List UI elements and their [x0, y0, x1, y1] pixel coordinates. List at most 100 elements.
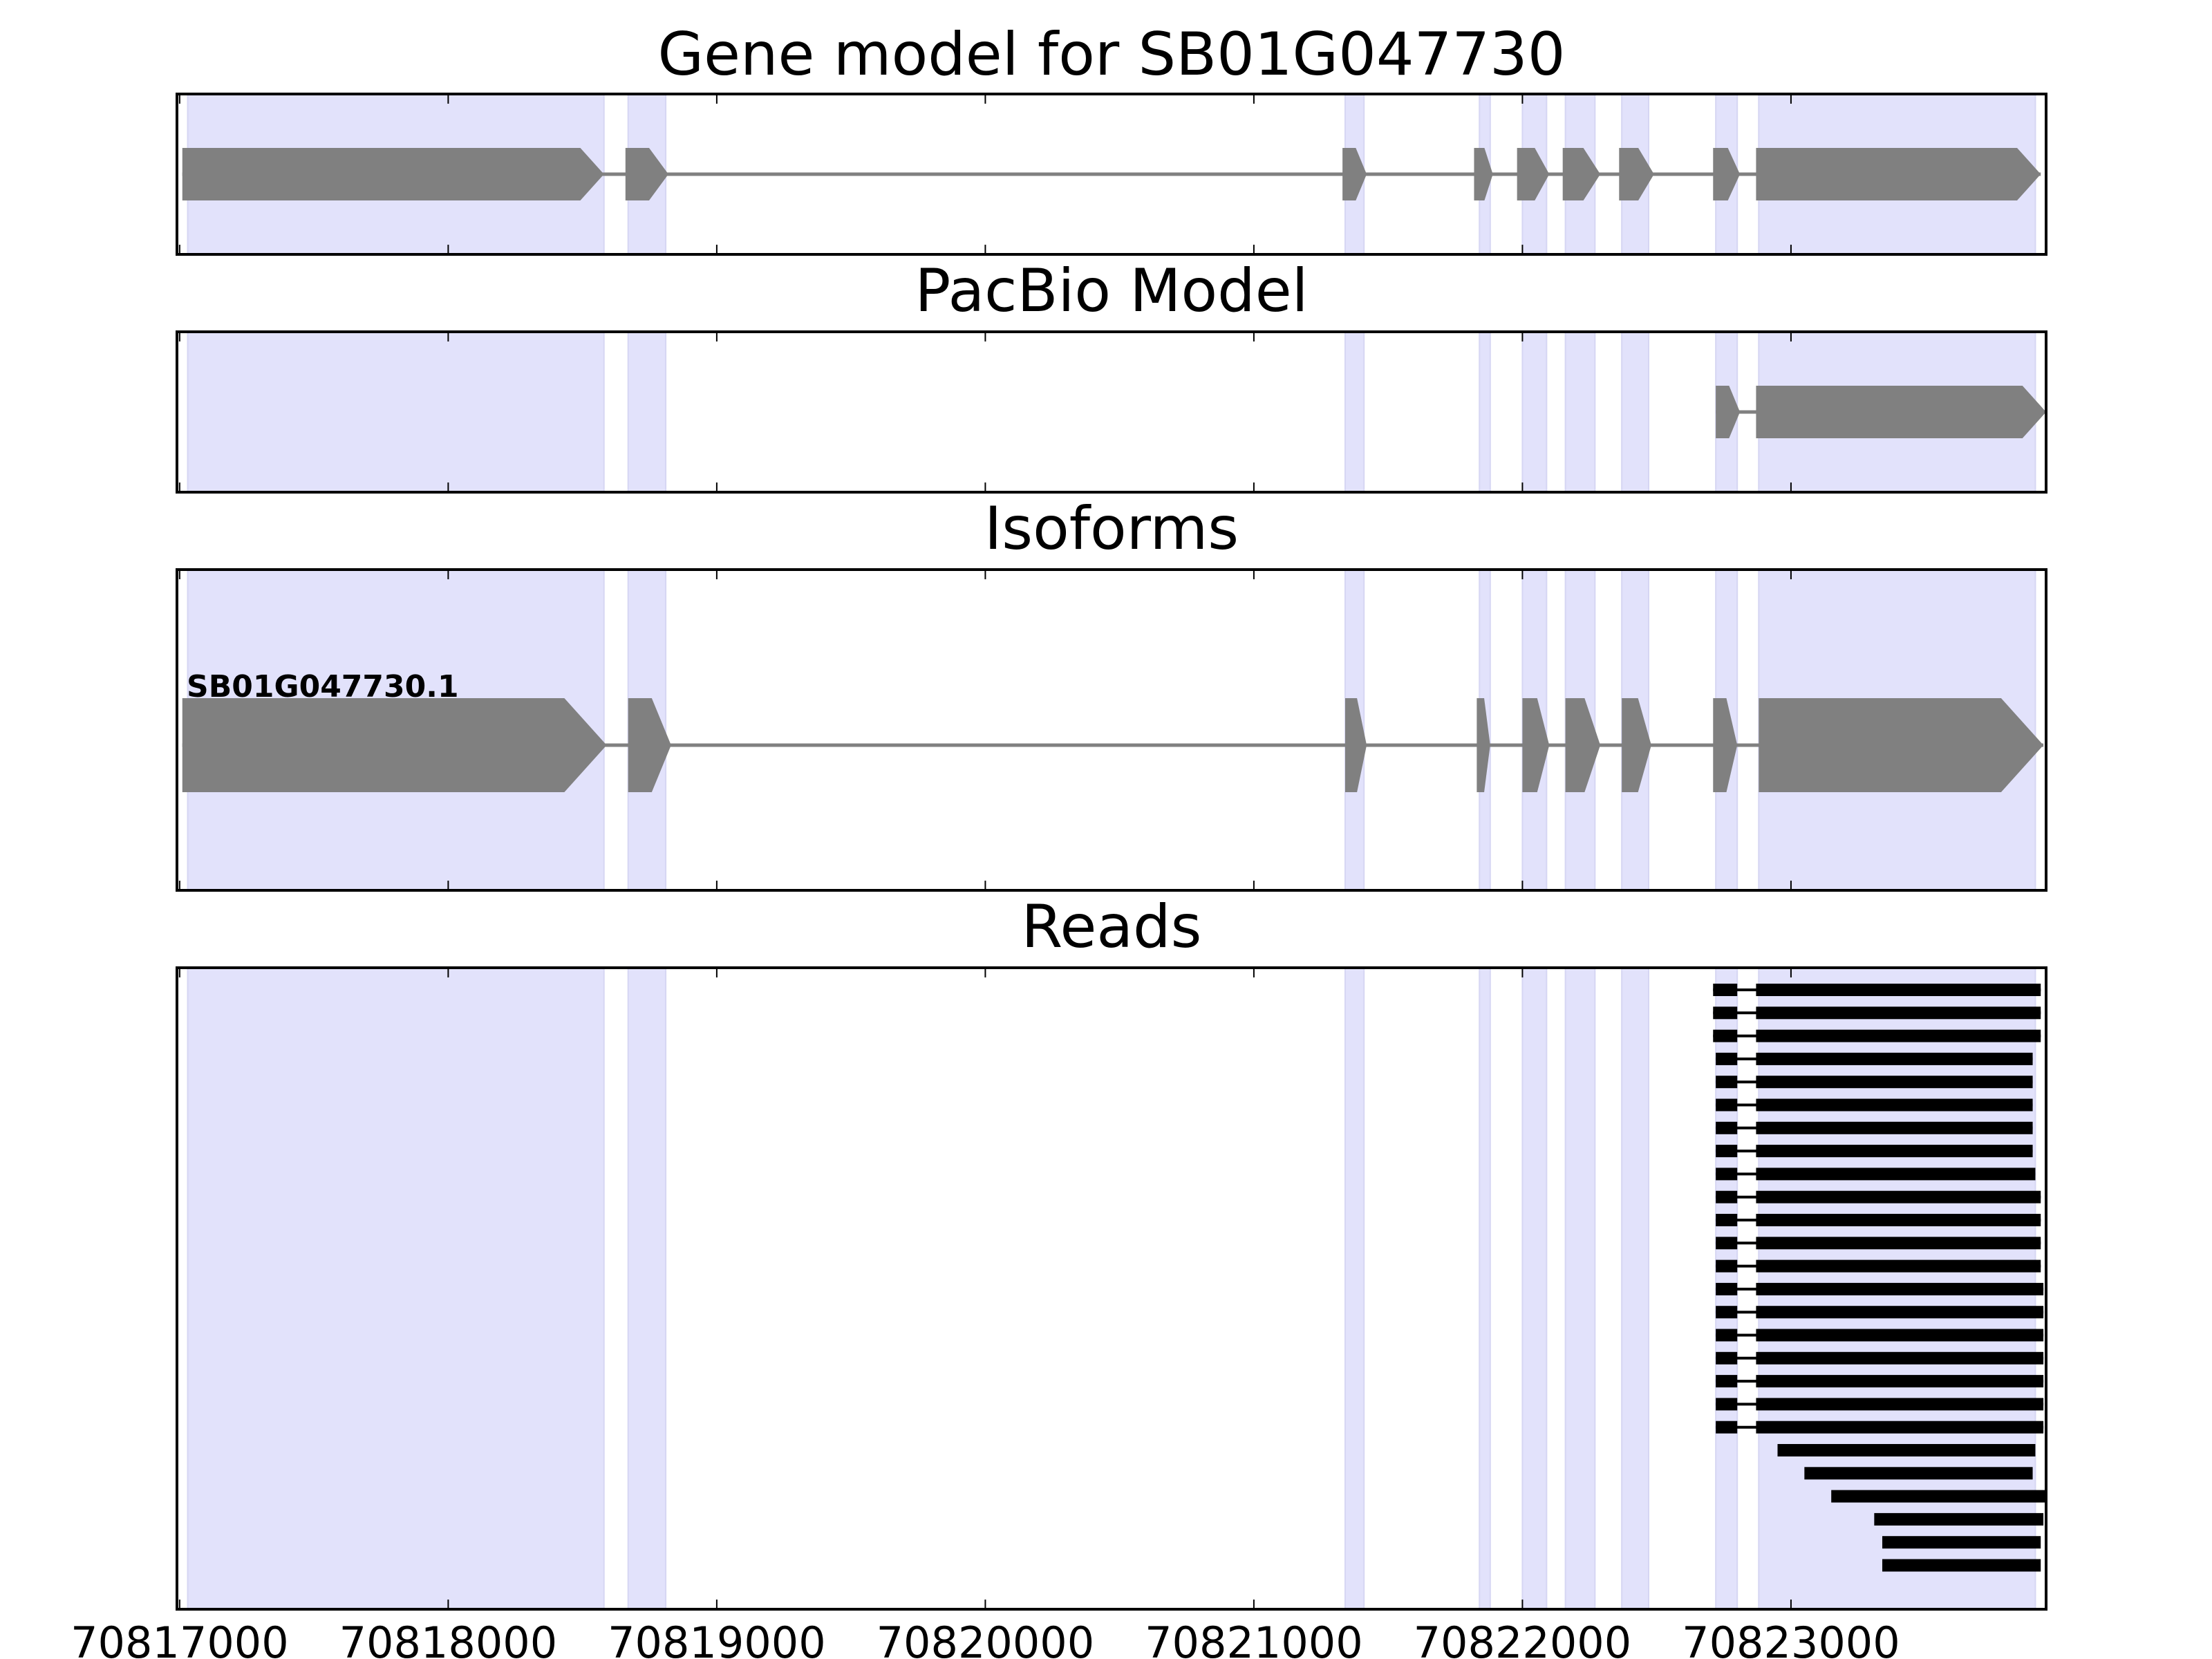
exon: [625, 148, 668, 200]
highlight-region: [1621, 967, 1650, 1610]
read-block: [1756, 1282, 2044, 1295]
read-block: [1882, 1536, 2041, 1549]
exon: [1345, 698, 1367, 792]
reads-title: Reads: [1022, 892, 1202, 962]
read-block: [1756, 1006, 2041, 1020]
highlight-region: [627, 331, 667, 493]
read-block: [1831, 1490, 2046, 1503]
exon: [1713, 148, 1741, 200]
read-block: [1756, 1375, 2044, 1388]
exon: [1342, 148, 1367, 200]
read-block: [1804, 1467, 2033, 1480]
pacbio-model-features: [1716, 386, 2046, 438]
x-tick-label: 70820000: [877, 1618, 1095, 1659]
read-block: [1716, 1145, 1738, 1158]
read-block: [1756, 1329, 2044, 1342]
highlight-region: [1564, 967, 1596, 1610]
read-block: [1716, 1329, 1738, 1342]
highlight-region: [187, 331, 605, 493]
panel-reads: Reads: [176, 892, 2047, 1611]
reads-frame: [176, 966, 2047, 1611]
exon: [1517, 148, 1550, 200]
exon: [1619, 148, 1654, 200]
read-block: [1716, 1351, 1738, 1365]
read-block: [1756, 1214, 2041, 1226]
gene-model-features: [182, 148, 2041, 200]
read-block: [1716, 1052, 1738, 1065]
read-block: [1713, 984, 1738, 996]
exon: [1756, 148, 2041, 200]
read-block: [1716, 1214, 1738, 1226]
exon: [1565, 698, 1601, 792]
read-block: [1716, 1190, 1738, 1203]
isoforms-title: Isoforms: [984, 494, 1239, 563]
read-block: [1756, 1168, 2036, 1181]
read-block: [1716, 1259, 1738, 1273]
read-block: [1716, 1076, 1738, 1089]
read-block: [1716, 1398, 1738, 1411]
read-block: [1716, 1282, 1738, 1295]
read-block: [1756, 1145, 2033, 1158]
read-block: [1716, 1168, 1738, 1181]
read-block: [1716, 1306, 1738, 1319]
x-tick-label: 70817000: [71, 1618, 289, 1659]
read-block: [1716, 1237, 1738, 1250]
exon: [628, 698, 671, 792]
read-block: [1882, 1559, 2041, 1572]
panel-gene-model: Gene model for SB01G047730: [176, 20, 2047, 256]
gene-model-title: Gene model for SB01G047730: [658, 20, 1566, 89]
exon: [1756, 386, 2046, 438]
exon: [1474, 148, 1493, 200]
highlight-region: [1479, 967, 1491, 1610]
read-block: [1874, 1512, 2044, 1526]
isoforms-ticks: [178, 570, 1792, 890]
read-block: [1756, 1052, 2033, 1065]
pacbio-model-title: PacBio Model: [915, 256, 1308, 326]
pacbio-model-frame: [176, 330, 2047, 494]
exon: [182, 698, 607, 792]
read-block: [1716, 1421, 1738, 1434]
isoforms-frame: [176, 568, 2047, 892]
x-tick-label: 70822000: [1414, 1618, 1632, 1659]
highlight-region: [1621, 331, 1650, 493]
highlight-regions: [187, 967, 2036, 1610]
exon: [1759, 698, 2044, 792]
read-block: [1756, 984, 2041, 996]
read-block: [1777, 1444, 2036, 1456]
read-block: [1716, 1098, 1738, 1112]
read-block: [1756, 1190, 2041, 1203]
x-tick-label: 70821000: [1145, 1618, 1363, 1659]
read-block: [1756, 1398, 2044, 1411]
pacbio-model-ticks: [178, 332, 1792, 492]
read-block: [1756, 1121, 2033, 1134]
x-tick-label: 70823000: [1682, 1618, 1900, 1659]
highlight-region: [1521, 967, 1548, 1610]
read-block: [1713, 1006, 1738, 1020]
highlight-region: [1344, 967, 1365, 1610]
read-block: [1756, 1237, 2041, 1250]
exon: [1713, 698, 1738, 792]
exon: [182, 148, 604, 200]
read-block: [1756, 1029, 2041, 1042]
x-axis-tick-labels: 70817000 70818000 70819000 70820000 70821000…: [71, 1618, 1900, 1659]
exon: [1477, 698, 1490, 792]
highlight-region: [627, 967, 667, 1610]
highlight-region: [1521, 331, 1548, 493]
panel-isoforms: Isoforms SB01G047730.1: [176, 494, 2047, 892]
read-block: [1713, 1029, 1738, 1042]
exon: [1622, 698, 1651, 792]
exon: [1716, 386, 1741, 438]
read-block: [1756, 1098, 2033, 1112]
read-block: [1756, 1076, 2033, 1089]
gene-model-ticks: [178, 94, 1792, 254]
isoforms-features: [182, 698, 2044, 792]
exon: [1562, 148, 1601, 200]
highlight-region: [1479, 331, 1491, 493]
read-block: [1756, 1259, 2041, 1273]
reads-features: [1713, 984, 2046, 1572]
highlight-region: [1344, 331, 1365, 493]
gene-model-frame: [176, 93, 2047, 256]
highlight-region: [187, 967, 605, 1610]
isoform-label: SB01G047730.1: [187, 669, 459, 704]
